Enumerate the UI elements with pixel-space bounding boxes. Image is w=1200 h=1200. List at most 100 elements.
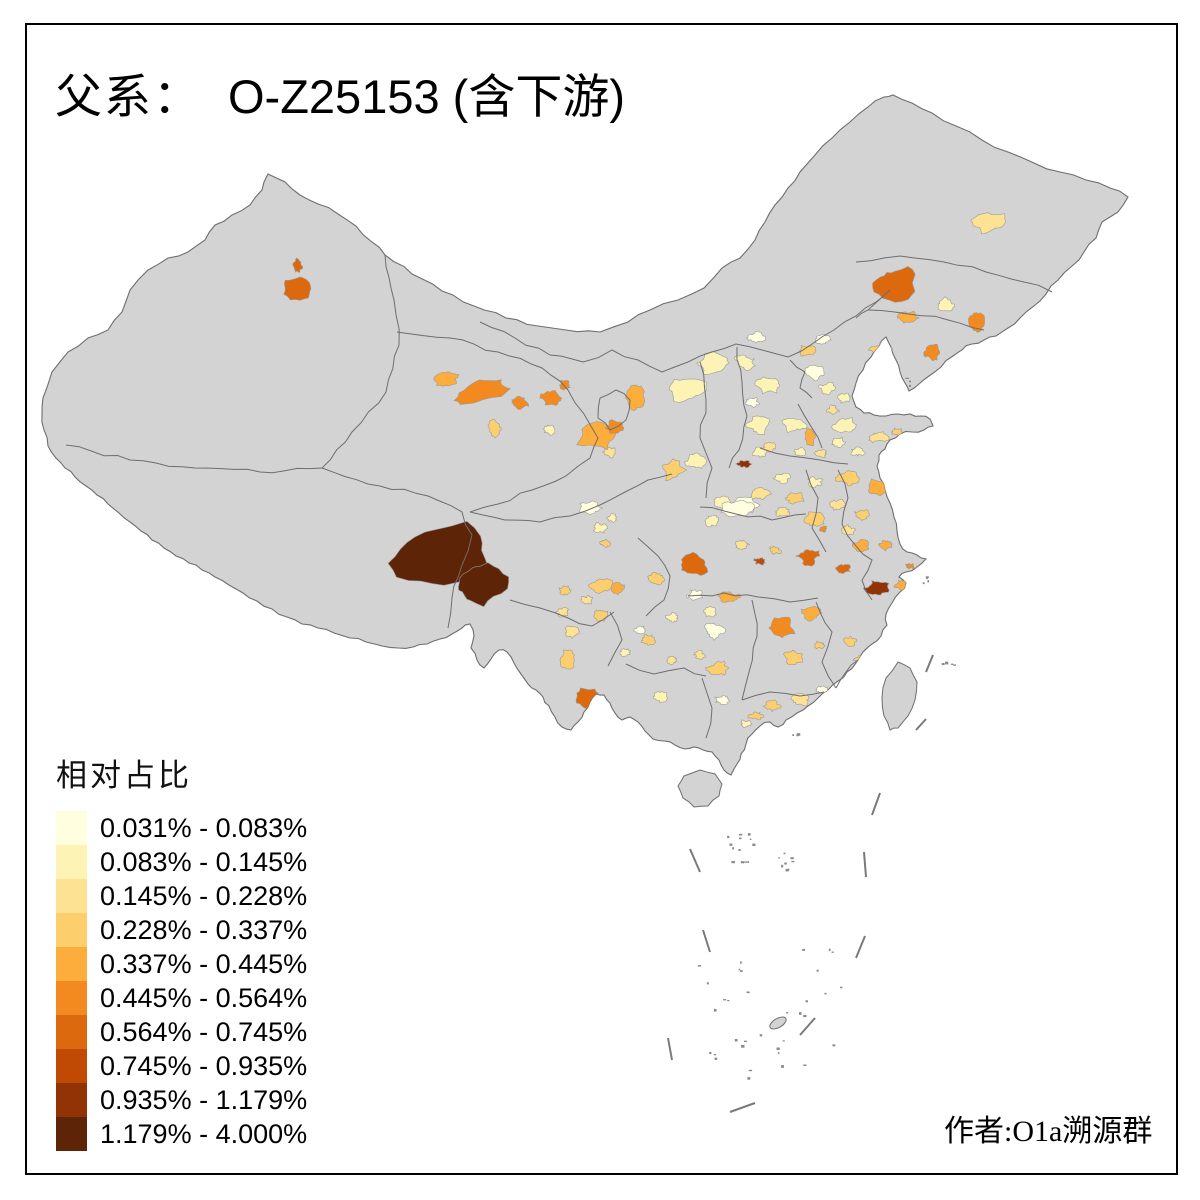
prefecture-region <box>625 384 646 412</box>
taiwan-island <box>881 661 918 731</box>
province-border <box>837 469 857 547</box>
prefecture-region <box>762 699 782 713</box>
prefecture-region <box>588 578 615 594</box>
title-haplogroup: O-Z25153 (含下游) <box>228 70 625 123</box>
prefecture-region <box>744 396 760 408</box>
island-speck <box>905 377 909 379</box>
prefecture-region <box>813 449 828 458</box>
prefecture-region <box>558 379 571 391</box>
province-border <box>321 254 400 469</box>
prefecture-region <box>633 625 646 634</box>
legend-swatch <box>56 879 87 913</box>
island-speck <box>803 1064 807 1066</box>
title-prefix: 父系： <box>55 72 202 124</box>
prefecture-region <box>487 418 502 439</box>
prefecture-region <box>868 431 890 443</box>
prefecture-region <box>704 660 730 676</box>
prefecture-region <box>762 442 777 453</box>
legend-swatch <box>56 1015 87 1049</box>
island-speck <box>951 663 954 665</box>
prefecture-region <box>834 470 860 487</box>
prefecture-region <box>433 371 460 387</box>
small-island <box>769 1016 787 1030</box>
prefecture-region <box>580 594 593 605</box>
island-speck <box>832 1044 836 1047</box>
legend-label: 0.145% - 0.228% <box>100 880 308 911</box>
island-speck <box>713 1008 717 1012</box>
island-speck <box>783 852 786 855</box>
island-speck <box>749 838 752 840</box>
province-border <box>867 309 985 331</box>
prefecture-region <box>923 343 941 362</box>
legend-item: 0.083% - 0.145% <box>56 845 307 879</box>
prefecture-region <box>647 571 665 586</box>
prefecture-region <box>896 310 921 324</box>
island-speck <box>740 961 742 964</box>
island-speck <box>781 864 784 868</box>
province-border <box>741 599 758 701</box>
island-speck <box>840 986 843 989</box>
prefecture-region <box>558 585 572 596</box>
prefecture-region <box>818 525 828 533</box>
prefecture-region <box>703 605 717 618</box>
island-speck <box>909 380 911 383</box>
island-speck <box>828 948 831 951</box>
legend-label: 1.179% - 4.000% <box>100 1118 308 1149</box>
province-border <box>805 469 827 553</box>
prefecture-region <box>745 330 767 344</box>
island-speck <box>926 577 928 580</box>
legend: 相对占比 0.031% - 0.083% 0.083% - 0.145% 0.145… <box>56 750 307 1151</box>
island-speck <box>759 1034 763 1037</box>
island-speck <box>941 663 945 666</box>
sea-dash <box>729 1102 756 1113</box>
legend-item: 0.031% - 0.083% <box>56 811 307 845</box>
province-border <box>607 611 623 667</box>
prefecture-region <box>829 498 847 512</box>
island-speck <box>738 968 741 971</box>
prefecture-region <box>850 446 866 457</box>
island-speck <box>778 857 780 859</box>
prefecture-region <box>798 344 817 357</box>
prefecture-region <box>669 378 708 403</box>
island-speck <box>802 948 805 951</box>
legend-title: 相对占比 <box>56 758 192 793</box>
prefecture-region <box>539 390 562 406</box>
island-speck <box>787 868 790 871</box>
island-speck <box>714 1057 718 1060</box>
island-speck <box>740 861 745 864</box>
prefecture-region <box>749 486 773 500</box>
figure-frame <box>25 23 1178 1175</box>
island-speck <box>925 576 929 579</box>
province-border <box>469 473 673 523</box>
island-speck <box>752 843 756 846</box>
island-speck <box>831 951 834 953</box>
island-speck <box>738 849 741 851</box>
sea-dash <box>863 851 867 878</box>
island-speck <box>790 857 794 860</box>
prefecture-region <box>599 538 612 548</box>
island-speck <box>744 1040 747 1043</box>
sea-dash <box>871 792 881 816</box>
prefecture-region <box>704 622 726 641</box>
island-speck <box>741 1045 745 1048</box>
legend-item: 0.445% - 0.564% <box>56 981 307 1015</box>
island-speck <box>697 965 701 967</box>
prefecture-region <box>754 376 780 395</box>
prefecture-region <box>684 452 707 469</box>
prefecture-region <box>592 522 609 534</box>
island-speck <box>739 837 742 840</box>
province-border <box>855 545 873 601</box>
province-border <box>65 444 323 474</box>
island-speck <box>723 999 727 1001</box>
island-speck <box>709 1051 712 1054</box>
prefecture-region <box>772 472 792 485</box>
legend-swatch <box>56 913 87 947</box>
sea-dash <box>667 1037 673 1061</box>
island-speck <box>786 1011 789 1014</box>
island-speck <box>922 582 925 585</box>
island-speck <box>729 843 733 846</box>
prefecture-region <box>704 514 720 528</box>
island-speck <box>796 734 799 737</box>
island-speck <box>740 970 743 972</box>
